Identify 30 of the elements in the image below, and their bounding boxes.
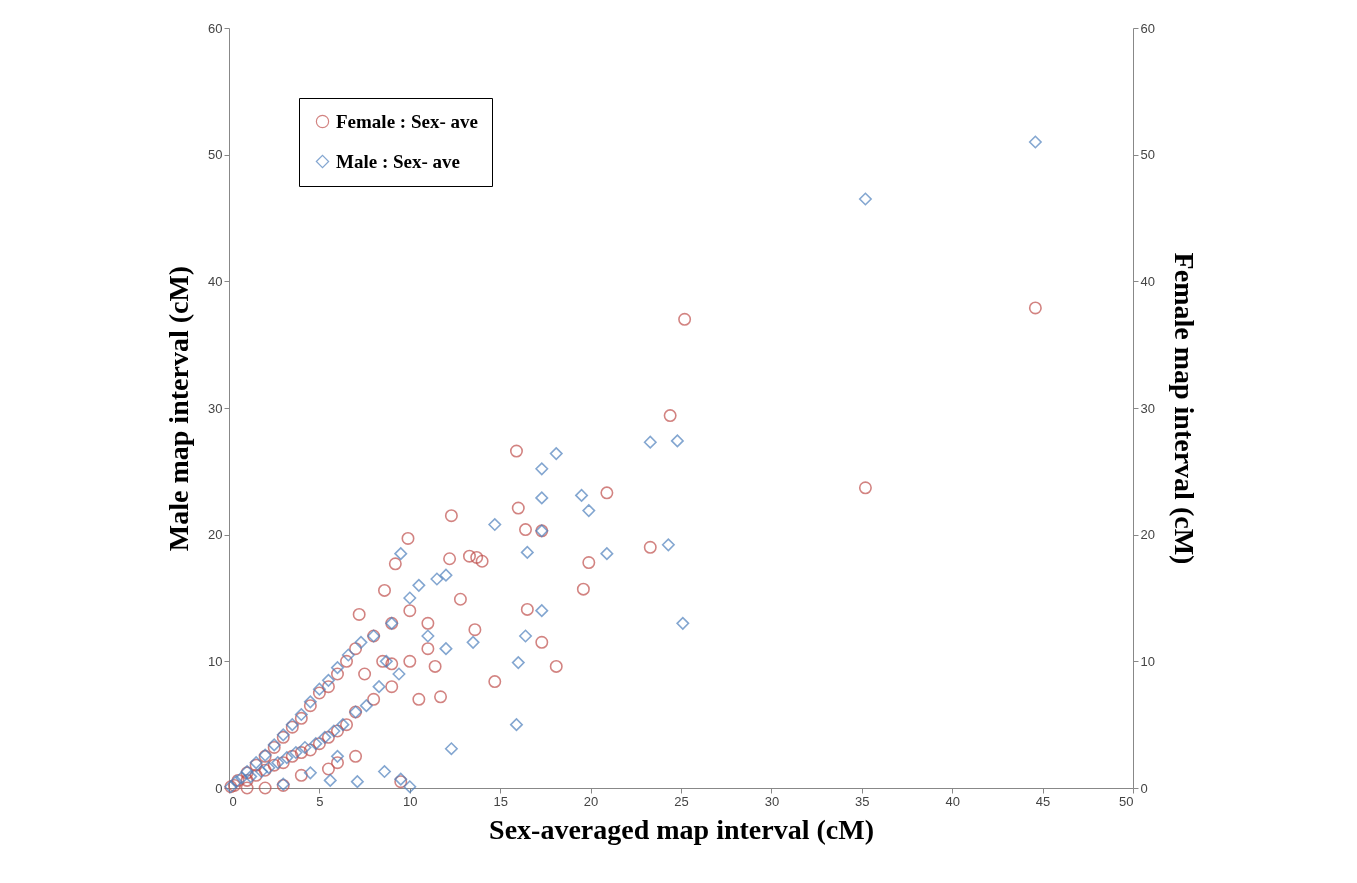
- y-tick-label: 30: [208, 400, 223, 416]
- y2-tick-label: 60: [1140, 20, 1155, 36]
- x-tick-label: 15: [493, 793, 508, 809]
- y2-tick-label: 50: [1140, 147, 1155, 163]
- legend-label: Male : Sex- ave: [336, 150, 460, 172]
- y2-tick-label: 30: [1140, 400, 1155, 416]
- x-tick-label: 45: [1035, 793, 1051, 809]
- y2-tick-label: 20: [1140, 527, 1155, 543]
- y2-tick-label: 0: [1140, 780, 1148, 796]
- y-tick-label: 20: [208, 527, 223, 543]
- legend-label: Female : Sex- ave: [336, 110, 478, 132]
- x-tick-label: 25: [674, 793, 689, 809]
- y2-axis-title: Female map interval (cM): [1168, 252, 1200, 565]
- x-tick-label: 30: [764, 793, 780, 809]
- y-tick-label: 10: [208, 653, 223, 669]
- x-tick-label: 40: [945, 793, 960, 809]
- x-tick-label: 50: [1119, 793, 1134, 809]
- x-tick-label: 10: [403, 793, 418, 809]
- y-tick-label: 50: [208, 147, 223, 163]
- x-axis-title: Sex-averaged map interval (cM): [489, 813, 874, 845]
- x-tick-label: 35: [855, 793, 870, 809]
- x-tick-label: 5: [316, 793, 324, 809]
- y-tick-label: 0: [215, 780, 223, 796]
- y-tick-label: 40: [208, 273, 223, 289]
- y2-tick-label: 40: [1140, 273, 1155, 289]
- y2-tick-label: 10: [1140, 653, 1155, 669]
- y-tick-label: 60: [208, 20, 223, 36]
- y-axis-title: Male map interval (cM): [163, 265, 195, 552]
- x-tick-label: 0: [229, 793, 237, 809]
- x-tick-label: 20: [583, 793, 599, 809]
